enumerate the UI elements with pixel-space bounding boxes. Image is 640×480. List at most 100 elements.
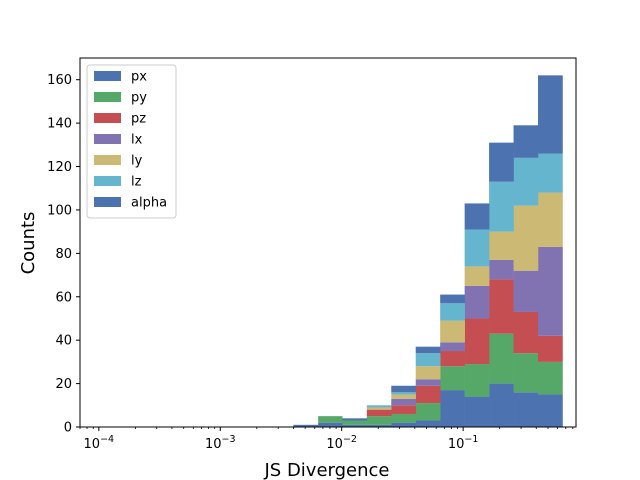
bar-px-5 — [415, 420, 441, 427]
legend-label-pz: pz — [131, 112, 146, 127]
y-tick-label: 80 — [55, 247, 72, 262]
bar-py-8 — [489, 333, 514, 384]
x-axis-label: JS Divergence — [263, 460, 389, 480]
legend-swatch-lx — [94, 134, 121, 144]
y-tick-label: 120 — [47, 160, 72, 175]
legend-swatch-px — [94, 71, 121, 81]
bar-ly-7 — [464, 266, 490, 286]
y-tick-label: 140 — [47, 117, 72, 132]
series-alpha — [293, 75, 563, 427]
legend-swatch-pz — [94, 113, 121, 123]
legend-swatch-ly — [94, 155, 121, 165]
bar-px-1 — [318, 422, 343, 427]
y-tick-label: 60 — [55, 290, 72, 305]
bar-alpha-0 — [293, 424, 319, 427]
bar-ly-9 — [513, 205, 539, 271]
bar-lx-8 — [489, 259, 514, 280]
legend-label-py: py — [131, 91, 147, 106]
bar-alpha-6 — [440, 294, 465, 304]
legend-swatch-py — [94, 92, 121, 102]
bar-px-4 — [391, 422, 417, 427]
bar-alpha-5 — [415, 346, 441, 354]
bar-ly-5 — [415, 366, 441, 380]
bar-alpha-7 — [464, 203, 490, 230]
bar-px-7 — [464, 396, 490, 427]
bar-pz-7 — [464, 318, 490, 365]
legend-label-ly: ly — [131, 154, 143, 169]
bar-lx-6 — [440, 342, 465, 352]
bar-px-9 — [513, 392, 539, 427]
bar-px-3 — [366, 424, 392, 427]
y-tick-label: 160 — [47, 73, 72, 88]
bar-alpha-10 — [538, 75, 563, 154]
bar-py-2 — [342, 420, 368, 425]
bar-alpha-2 — [342, 418, 368, 421]
bar-pz-5 — [415, 385, 441, 404]
legend-swatch-lz — [94, 176, 121, 186]
legend-label-alpha: alpha — [131, 196, 167, 211]
y-tick-label: 40 — [55, 334, 72, 349]
bar-lz-8 — [489, 181, 514, 232]
series-pz — [366, 279, 563, 417]
bar-lx-5 — [415, 379, 441, 386]
bar-px-2 — [342, 424, 368, 427]
legend-label-lz: lz — [131, 175, 142, 190]
bar-pz-4 — [391, 405, 417, 414]
series-lz — [366, 153, 563, 408]
x-tick-label: 10−3 — [205, 434, 236, 452]
bar-lz-9 — [513, 157, 539, 206]
bar-px-8 — [489, 383, 514, 427]
bar-ly-10 — [538, 192, 563, 247]
legend-label-px: px — [131, 70, 147, 85]
x-tick-label: 10−1 — [448, 434, 479, 452]
bar-alpha-9 — [513, 125, 539, 158]
legend: px py pz lx ly lz alpha — [86, 64, 177, 219]
y-tick-label: 0 — [64, 421, 72, 436]
bar-ly-6 — [440, 320, 465, 343]
bar-ly-8 — [489, 231, 514, 260]
bar-lz-10 — [538, 153, 563, 193]
bar-py-4 — [391, 413, 417, 423]
bar-lx-10 — [538, 246, 563, 336]
bar-py-3 — [366, 416, 392, 425]
x-tick-label: 10−4 — [84, 434, 115, 452]
legend-swatch-alpha — [94, 197, 121, 207]
bar-pz-9 — [513, 311, 539, 354]
bar-py-7 — [464, 364, 490, 397]
bar-lz-3 — [366, 405, 392, 408]
bars-layer — [293, 75, 563, 427]
bar-lx-4 — [391, 398, 417, 406]
bar-pz-10 — [538, 335, 563, 362]
bar-pz-8 — [489, 279, 514, 334]
bar-ly-4 — [391, 394, 417, 399]
x-tick-label: 10−2 — [326, 434, 357, 452]
bar-lz-5 — [415, 353, 441, 367]
bar-alpha-8 — [489, 142, 514, 182]
bar-py-9 — [513, 353, 539, 393]
y-axis-label: Counts — [18, 212, 39, 275]
bar-px-6 — [440, 390, 465, 427]
bar-lz-6 — [440, 303, 465, 321]
axes-layer — [79, 57, 577, 428]
series-lx — [391, 246, 563, 406]
bar-pz-6 — [440, 351, 465, 367]
bar-alpha-4 — [391, 385, 417, 393]
series-px — [318, 383, 563, 427]
y-tick-label: 100 — [47, 203, 72, 218]
bar-pz-3 — [366, 409, 392, 417]
y-tick-label: 20 — [55, 377, 72, 392]
plot-frame — [79, 57, 577, 428]
bar-py-10 — [538, 361, 563, 395]
series-ly — [366, 192, 563, 410]
bar-ly-3 — [366, 407, 392, 410]
bar-py-1 — [318, 416, 343, 423]
legend-label-lx: lx — [131, 133, 143, 148]
bar-py-5 — [415, 403, 441, 421]
bar-py-6 — [440, 366, 465, 391]
bar-lz-4 — [391, 392, 417, 395]
bar-px-10 — [538, 394, 563, 427]
series-py — [318, 333, 563, 425]
bar-lx-9 — [513, 270, 539, 312]
bar-lx-7 — [464, 285, 490, 319]
